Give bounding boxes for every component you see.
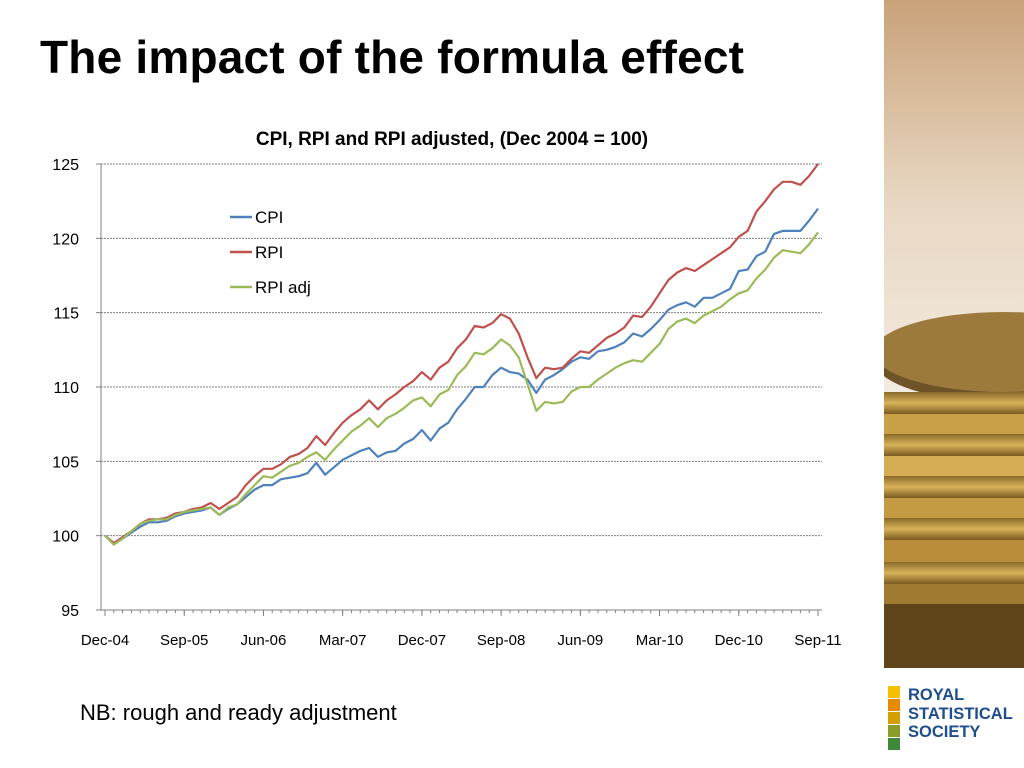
x-tick-label: Dec-04: [81, 632, 129, 649]
logo-line-2: STATISTICAL: [908, 704, 1013, 723]
x-tick-label: Mar-10: [636, 632, 684, 649]
logo-bar-segment: [888, 738, 900, 750]
logo-bar-segment: [888, 699, 900, 711]
x-tick-label: Jun-09: [557, 632, 603, 649]
series-line-rpi: [104, 163, 819, 545]
logo-line-1: ROYAL: [908, 686, 965, 704]
series-line-rpi-adj: [104, 231, 819, 546]
y-tick-label: 105: [52, 454, 79, 471]
x-tick-label: Jun-06: [241, 632, 287, 649]
y-tick-label: 95: [61, 603, 79, 620]
logo-bar-segment: [888, 712, 900, 724]
x-tick-label: Sep-05: [160, 632, 208, 649]
x-tick-label: Mar-07: [319, 632, 367, 649]
legend-label: CPI: [255, 208, 283, 227]
series-lines: [104, 163, 819, 546]
footnote: NB: rough and ready adjustment: [80, 700, 397, 725]
x-tick-label: Dec-10: [715, 632, 763, 649]
logo-bar-segment: [888, 725, 900, 737]
slide-title: The impact of the formula effect: [40, 31, 745, 83]
x-tick-label: Sep-11: [794, 632, 841, 649]
gridlines: [101, 163, 822, 537]
logo-bar-segment: [888, 686, 900, 698]
y-tick-label: 100: [52, 529, 79, 546]
legend-label: RPI: [255, 243, 283, 262]
legend: CPI RPI RPI adj: [230, 208, 311, 297]
axes: 95 100 105 110 115 120 125 Dec-04 Sep-05 Jun-06 Ma…: [52, 157, 841, 649]
y-tick-label: 110: [53, 380, 79, 397]
x-tick-label: Sep-08: [477, 632, 525, 649]
y-tick-label: 115: [53, 306, 79, 323]
coins-image: [884, 0, 1024, 668]
logo-color-bar: [888, 686, 900, 750]
legend-label: RPI adj: [255, 278, 311, 297]
y-tick-label: 120: [52, 231, 79, 248]
logo-text: ROYAL STATISTICAL SOCIETY: [908, 686, 1013, 742]
x-tick-label: Dec-07: [398, 632, 446, 649]
logo-line-3: SOCIETY: [908, 723, 981, 741]
y-tick-label: 125: [52, 157, 79, 174]
rss-logo: ROYAL STATISTICAL SOCIETY: [888, 686, 1024, 750]
chart-title: CPI, RPI and RPI adjusted, (Dec 2004 = 1…: [256, 129, 648, 150]
